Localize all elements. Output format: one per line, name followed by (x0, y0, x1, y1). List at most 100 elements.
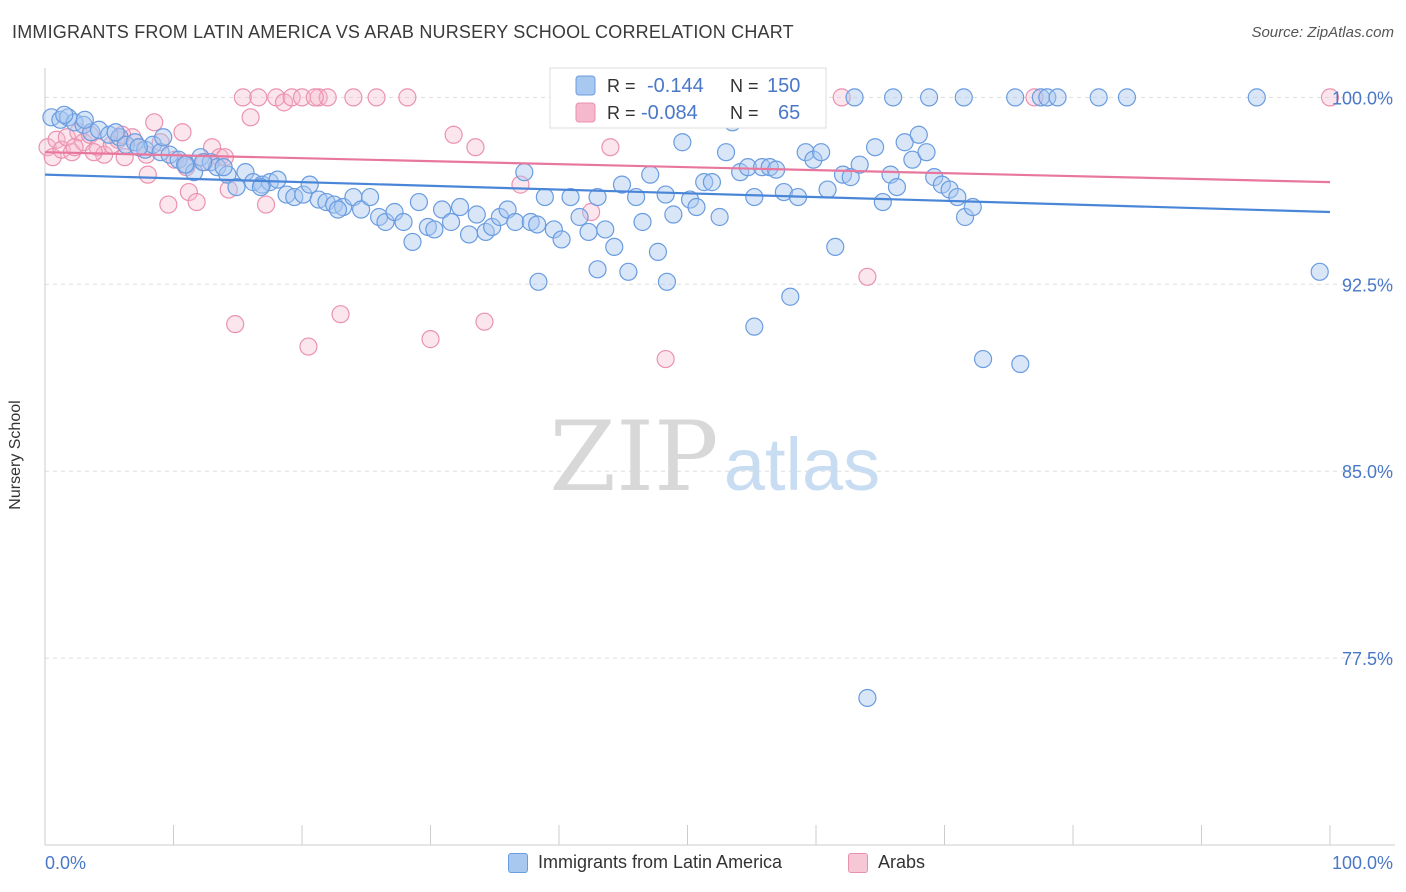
latin-america-point (687, 197, 706, 217)
latin-america-point (850, 155, 869, 174)
latin-america-point (403, 232, 422, 252)
latin-america-point (919, 88, 939, 107)
latin-america-point (605, 237, 624, 257)
arabs-point (344, 88, 363, 107)
latin-america-point (745, 317, 764, 336)
arabs-point (601, 138, 620, 157)
latin-america-point (1038, 88, 1057, 107)
latin-america-point (515, 163, 534, 182)
legend-swatch-blue (575, 75, 596, 96)
latin-america-point (612, 175, 632, 194)
latin-america-point (710, 207, 729, 227)
latin-america-point (903, 150, 922, 169)
latin-america-point (955, 207, 975, 227)
latin-america-point (552, 230, 571, 249)
latin-america-point (1011, 354, 1030, 374)
arabs-point (421, 330, 440, 349)
latin-america-point (588, 260, 607, 279)
latin-america-point (425, 220, 444, 239)
chart-title: IMMIGRANTS FROM LATIN AMERICA VS ARAB NU… (12, 22, 794, 42)
latin-america-point (883, 88, 903, 107)
latin-america-point (664, 205, 683, 224)
legend-r-label: R = (607, 76, 636, 96)
arabs-point (318, 88, 337, 107)
arabs-point (582, 202, 601, 222)
latin-america-point (1310, 262, 1329, 281)
latin-america-point (528, 215, 547, 234)
latin-america-point (1247, 88, 1266, 107)
y-tick-label: 92.5% (1342, 275, 1393, 295)
arabs-point (305, 88, 324, 107)
latin-america-point (193, 153, 213, 172)
latin-america-point (745, 187, 764, 207)
latin-america-point (143, 135, 163, 154)
arabs-point (282, 88, 301, 107)
latin-america-point (459, 225, 479, 244)
latin-america-point (752, 158, 772, 177)
arabs-point (1320, 88, 1340, 107)
latin-america-point (394, 212, 413, 232)
watermark: ZIP atlas (549, 401, 880, 513)
latin-america-point (841, 168, 860, 187)
latin-america-point (702, 173, 722, 192)
latin-america-point (588, 187, 607, 207)
latin-america-point (1006, 88, 1025, 107)
axes (44, 68, 1395, 846)
legend-swatch-pink (848, 852, 868, 873)
legend-n-value: 150 (767, 75, 800, 97)
latin-america-point (441, 212, 461, 232)
arabs-point (832, 88, 851, 107)
latin-america-point (352, 200, 371, 219)
legend-bottom: Immigrants from Latin America Arabs (0, 852, 1406, 878)
arabs-point (398, 88, 417, 107)
x-tick-label: 100.0% (1332, 853, 1393, 873)
latin-america-point (251, 177, 270, 197)
latin-america-point (268, 170, 287, 189)
latin-america-point (619, 262, 638, 281)
latin-america-point (129, 138, 148, 157)
arabs-point (159, 195, 178, 214)
latin-america-point (812, 143, 831, 162)
latin-america-point (895, 133, 914, 152)
latin-america-point (695, 173, 714, 192)
y-tick-label: 85.0% (1342, 462, 1393, 482)
latin-america-point (680, 190, 700, 209)
legend-item-arabs: Arabs (848, 852, 925, 873)
latin-america-point (738, 158, 757, 177)
latin-america-point (506, 212, 525, 232)
latin-america-point (940, 180, 959, 199)
watermark-atlas: atlas (724, 423, 880, 506)
latin-america-point (845, 88, 864, 107)
legend-n-value: 65 (778, 102, 800, 124)
legend-r-value: -0.144 (647, 75, 704, 97)
arabs-point (226, 315, 245, 334)
latin-america-point (154, 128, 173, 147)
legend-top: R = -0.144 N = 150 R = -0.084 N = 65 (549, 67, 827, 129)
latin-america-point (1089, 88, 1108, 107)
arabs-point (367, 88, 386, 107)
latin-america-point (55, 105, 74, 124)
latin-america-point (376, 212, 395, 232)
latin-america-point (535, 187, 554, 207)
arabs-point (475, 312, 494, 331)
latin-america-point (467, 205, 486, 224)
legend-label: Arabs (878, 852, 926, 872)
latin-america-point (432, 200, 452, 219)
latin-america-point (483, 217, 502, 237)
latin-america-point (450, 197, 470, 217)
y-tick-label: 100.0% (1332, 88, 1393, 108)
latin-america-point (909, 125, 928, 144)
arabs-point (233, 88, 252, 107)
latin-america-point (917, 143, 936, 162)
arabs-point (331, 305, 350, 324)
latin-america-point (948, 187, 967, 207)
latin-america-point (796, 143, 815, 162)
latin-america-point (858, 688, 877, 708)
arabs-points (38, 88, 1340, 369)
arabs-point (145, 113, 164, 132)
latin-america-point (191, 148, 210, 167)
latin-america-point (673, 133, 692, 152)
tick-labels: 100.0% 92.5% 85.0% 77.5% 0.0% 100.0% (45, 88, 1393, 873)
latin-america-point (579, 222, 598, 242)
